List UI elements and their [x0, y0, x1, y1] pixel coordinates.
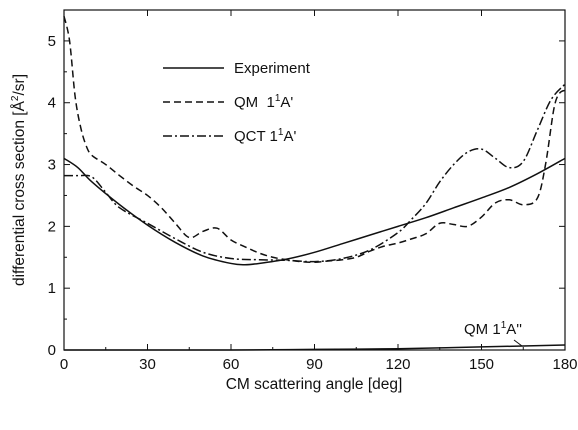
series-layer: [63, 16, 566, 351]
x-tick-label: 180: [552, 356, 577, 373]
x-tick-label: 60: [223, 356, 240, 373]
y-tick-label: 3: [48, 157, 56, 174]
annotation-label: QM 11A'': [464, 320, 522, 338]
y-axis-title-sup: 2: [10, 95, 21, 101]
x-tick-label: 30: [139, 356, 156, 373]
series-line-2: [63, 16, 566, 263]
legend-label-qct-1a-prime: QCT 11A': [234, 127, 296, 145]
legend-label-experiment: Experiment: [234, 60, 311, 77]
plot-frame: [63, 9, 566, 351]
axis-ticks: 0 30 60 90 120 150 180 0 1 2 3 4 5: [48, 10, 578, 373]
x-axis-title: CM scattering angle [deg]: [226, 376, 403, 393]
series-line-3: [63, 83, 566, 263]
y-tick-label: 4: [48, 95, 56, 112]
series-line-4: [63, 344, 566, 351]
legend: Experiment QM 11A' QCT 11A': [163, 60, 311, 145]
legend-label-qm-1a-prime: QM 11A': [234, 93, 293, 111]
series-line-1: [63, 157, 566, 266]
y-tick-label: 1: [48, 280, 56, 297]
y-axis-title-post: /sr]: [11, 74, 28, 96]
x-tick-label: 120: [385, 356, 410, 373]
x-tick-label: 90: [306, 356, 323, 373]
x-tick-label: 150: [469, 356, 494, 373]
y-axis-title-pre: differential cross section [Å: [11, 100, 28, 286]
y-tick-label: 5: [48, 33, 56, 50]
y-axis-title: differential cross section [Å2/sr]: [10, 74, 28, 286]
annotation-leader-line: [513, 339, 523, 347]
y-tick-label: 2: [48, 218, 56, 235]
x-tick-label: 0: [60, 356, 68, 373]
annotation-qm-1a-double-prime: QM 11A'': [464, 320, 523, 347]
y-tick-label: 0: [48, 342, 56, 359]
